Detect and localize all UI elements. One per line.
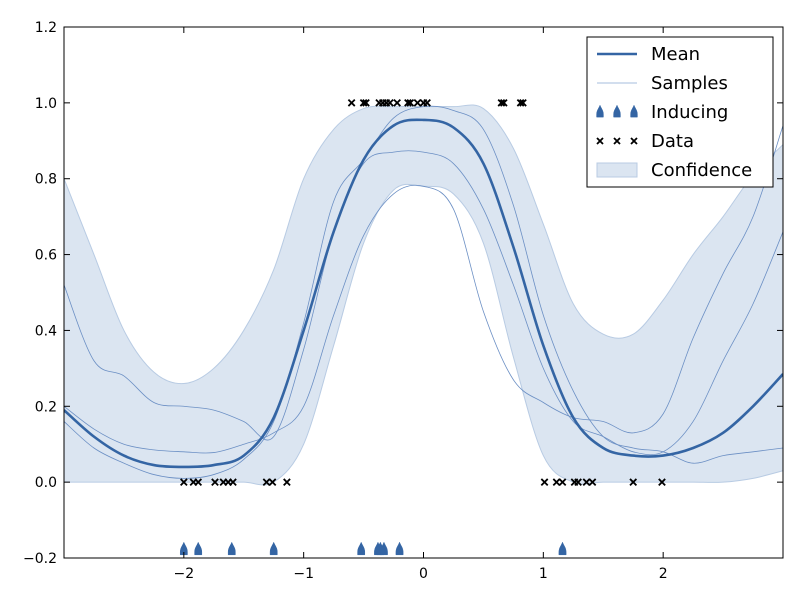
data-point (393, 99, 401, 107)
inducing-point (269, 541, 278, 556)
data-point (497, 99, 506, 107)
y-tick-label: 0.4 (35, 323, 57, 339)
inducing-point (558, 541, 567, 556)
x-tick-label: 2 (659, 566, 668, 582)
x-tick-label: 1 (539, 566, 548, 582)
inducing-point (227, 541, 236, 556)
data-point (519, 99, 527, 107)
legend-inducing-swatch (596, 104, 604, 118)
legend-label: Data (651, 131, 694, 152)
x-tick-label: −1 (293, 566, 314, 582)
data-point (413, 99, 422, 107)
legend-inducing-swatch (613, 104, 621, 118)
data-point (588, 478, 597, 486)
sample-line (64, 105, 783, 479)
data-point (516, 99, 525, 107)
legend-confidence-swatch (596, 162, 638, 178)
y-tick-label: −0.2 (23, 551, 57, 567)
data-point (359, 99, 368, 107)
y-tick-label: 0.0 (35, 475, 57, 491)
axes: −2 −1 0 1 2 −0.2 0.0 0.2 0.4 0.6 0.8 1.0 1.2 (23, 20, 783, 582)
legend-data-swatch (596, 137, 604, 145)
data-point (658, 478, 666, 486)
data-point (179, 478, 188, 486)
y-tick-label: 0.8 (35, 172, 57, 188)
data-point (262, 478, 271, 486)
data-point (268, 478, 277, 486)
mean-line (64, 118, 783, 469)
sample-line (64, 125, 783, 454)
data-point (582, 478, 591, 486)
data-point (283, 478, 291, 486)
data-point (423, 99, 431, 107)
inducing-point (194, 541, 203, 556)
data-point (499, 99, 508, 107)
legend-label: Confidence (651, 160, 752, 181)
y-tick-label: 1.2 (35, 20, 57, 36)
legend: Mean Samples Inducing Data Confidence (586, 36, 774, 188)
data-point (574, 478, 582, 486)
legend-data-swatch (630, 137, 638, 145)
x-tick-label: −2 (174, 566, 195, 582)
data-point (552, 478, 561, 486)
y-tick-label: 0.6 (35, 248, 57, 264)
data-point (194, 478, 203, 486)
plot-area (64, 99, 783, 556)
y-tick-label: 1.0 (35, 96, 57, 112)
data-point (347, 99, 356, 107)
data-point (540, 478, 549, 486)
legend-label: Inducing (651, 102, 728, 123)
data-point (362, 99, 370, 107)
data-point (406, 99, 415, 107)
data-point (629, 478, 638, 486)
data-point (404, 99, 412, 107)
data-point (386, 99, 394, 107)
inducing-point (395, 541, 404, 556)
legend-inducing-swatch (630, 104, 638, 118)
inducing-point (380, 541, 388, 556)
data-point (229, 478, 237, 486)
data-point (211, 478, 219, 486)
legend-data-swatch (613, 137, 621, 145)
data-point (558, 478, 567, 486)
y-tick-label: 0.2 (35, 399, 57, 415)
legend-label: Mean (651, 44, 700, 65)
inducing-point (357, 541, 366, 556)
x-tick-label: 0 (419, 566, 428, 582)
legend-label: Samples (651, 73, 728, 94)
